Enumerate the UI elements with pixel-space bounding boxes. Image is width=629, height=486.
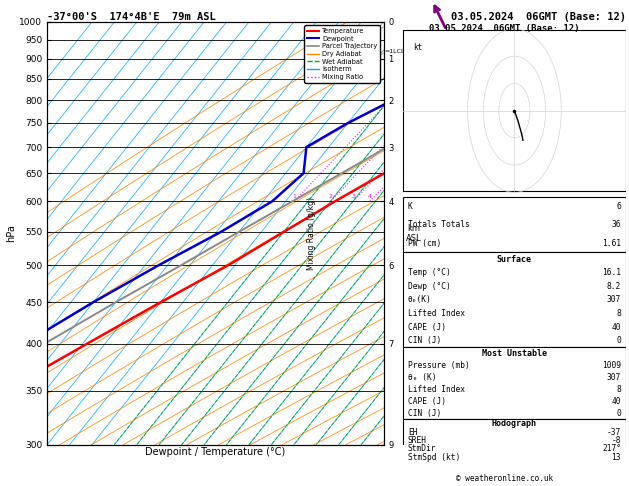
Text: 1: 1 (292, 194, 296, 199)
Text: -8: -8 (611, 436, 621, 445)
Text: 13: 13 (611, 453, 621, 462)
Y-axis label: hPa: hPa (6, 225, 16, 242)
Text: -37°00'S  174°4B'E  79m ASL: -37°00'S 174°4B'E 79m ASL (47, 12, 216, 22)
Text: 36: 36 (611, 220, 621, 229)
Text: Most Unstable: Most Unstable (482, 349, 547, 358)
Text: Pressure (mb): Pressure (mb) (408, 361, 470, 370)
Text: 40: 40 (611, 323, 621, 331)
Text: 307: 307 (607, 373, 621, 382)
Text: 3: 3 (351, 194, 355, 199)
Bar (403, 347, 626, 419)
Text: =1LCL: =1LCL (384, 49, 404, 53)
Text: 4: 4 (368, 194, 372, 199)
Text: CAPE (J): CAPE (J) (408, 323, 446, 331)
Text: StmSpd (kt): StmSpd (kt) (408, 453, 460, 462)
Bar (403, 252, 626, 347)
Text: Dewp (°C): Dewp (°C) (408, 282, 450, 291)
Text: PW (cm): PW (cm) (408, 239, 441, 248)
Text: CIN (J): CIN (J) (408, 336, 441, 345)
Text: SREH: SREH (408, 436, 427, 445)
Text: θₑ(K): θₑ(K) (408, 295, 431, 304)
Text: Lifted Index: Lifted Index (408, 309, 465, 318)
Text: 217°: 217° (602, 444, 621, 453)
Text: 307: 307 (607, 295, 621, 304)
Text: 03.05.2024  06GMT (Base: 12): 03.05.2024 06GMT (Base: 12) (430, 24, 580, 33)
Text: 40: 40 (611, 397, 621, 406)
Text: kt: kt (413, 43, 422, 52)
Text: 6: 6 (616, 202, 621, 211)
Text: 8: 8 (616, 309, 621, 318)
Text: Totals Totals: Totals Totals (408, 220, 470, 229)
Y-axis label: km
ASL: km ASL (406, 224, 421, 243)
Text: Hodograph: Hodograph (492, 419, 537, 428)
Text: K: K (408, 202, 413, 211)
Text: EH: EH (408, 428, 417, 436)
Text: StmDir: StmDir (408, 444, 437, 453)
Bar (403, 197, 626, 252)
Text: 16.1: 16.1 (602, 268, 621, 277)
Text: Lifted Index: Lifted Index (408, 385, 465, 394)
Text: © weatheronline.co.uk: © weatheronline.co.uk (456, 474, 554, 483)
X-axis label: Dewpoint / Temperature (°C): Dewpoint / Temperature (°C) (145, 448, 286, 457)
Text: Mixing Ratio (g/kg): Mixing Ratio (g/kg) (307, 197, 316, 270)
Text: 0: 0 (616, 409, 621, 418)
Text: 8.2: 8.2 (607, 282, 621, 291)
Text: -37: -37 (607, 428, 621, 436)
Text: 2: 2 (329, 194, 333, 199)
Text: CAPE (J): CAPE (J) (408, 397, 446, 406)
Text: 0: 0 (616, 336, 621, 345)
Text: 03.05.2024  06GMT (Base: 12): 03.05.2024 06GMT (Base: 12) (451, 12, 626, 22)
Text: 1009: 1009 (602, 361, 621, 370)
Text: CIN (J): CIN (J) (408, 409, 441, 418)
Text: θₑ (K): θₑ (K) (408, 373, 437, 382)
Text: Temp (°C): Temp (°C) (408, 268, 450, 277)
Text: 8: 8 (616, 385, 621, 394)
Bar (403, 419, 626, 462)
Text: 1.61: 1.61 (602, 239, 621, 248)
Legend: Temperature, Dewpoint, Parcel Trajectory, Dry Adiabat, Wet Adiabat, Isotherm, Mi: Temperature, Dewpoint, Parcel Trajectory… (304, 25, 381, 83)
Bar (403, 30, 626, 191)
Text: Surface: Surface (497, 255, 532, 263)
